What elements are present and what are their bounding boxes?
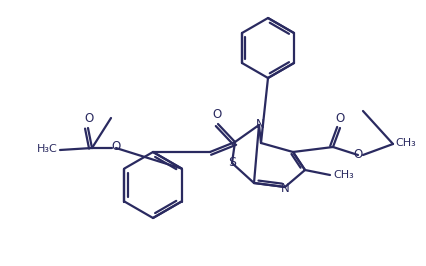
Text: N: N — [256, 118, 265, 131]
Text: N: N — [281, 181, 289, 194]
Text: O: O — [354, 148, 363, 161]
Text: CH₃: CH₃ — [395, 138, 416, 148]
Text: O: O — [111, 139, 121, 152]
Text: O: O — [335, 112, 345, 125]
Text: CH₃: CH₃ — [333, 170, 354, 180]
Text: S: S — [228, 156, 236, 168]
Text: O: O — [213, 108, 222, 121]
Text: H₃C: H₃C — [37, 144, 58, 154]
Text: O: O — [84, 112, 94, 125]
